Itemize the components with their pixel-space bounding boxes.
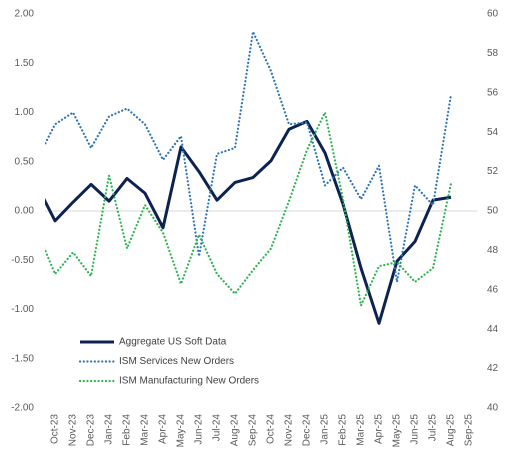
y-tick-label: 1.50: [15, 58, 35, 69]
x-tick-label: May-25: [392, 414, 403, 448]
y2-tick-label: 60: [487, 9, 499, 20]
series-line: [45, 111, 453, 307]
y-tick-label: 2.00: [15, 9, 35, 20]
x-tick-label: Jun-25: [410, 414, 421, 445]
x-tick-label: Apr-24: [158, 414, 169, 444]
legend: Aggregate US Soft Data ISM Services New O…: [78, 337, 259, 387]
y2-tick-label: 44: [487, 324, 499, 335]
x-tick-label: Jul-24: [212, 414, 223, 442]
x-tick-label: Aug-25: [446, 414, 457, 447]
x-tick-label: Apr-25: [374, 414, 385, 444]
x-tick-label: Jun-24: [194, 414, 205, 445]
x-tick-label: Mar-24: [140, 414, 151, 446]
x-tick-label: Jan-24: [104, 414, 115, 445]
y2-tick-label: 40: [487, 403, 499, 414]
x-tick-label: Sep-24: [248, 414, 259, 447]
x-tick-label: Oct-24: [266, 414, 277, 444]
y-tick-label: 0.00: [15, 206, 35, 217]
x-tick-label: Sep-25: [464, 414, 475, 447]
x-tick-label: Nov-24: [284, 414, 295, 447]
y2-tick-label: 56: [487, 87, 499, 98]
legend-label: ISM Services New Orders: [119, 356, 234, 367]
y-tick-label: -1.00: [11, 304, 34, 315]
y2-tick-label: 54: [487, 127, 499, 138]
series-line: [45, 30, 453, 284]
y-tick-label: 1.00: [15, 107, 35, 118]
y2-tick-label: 50: [487, 206, 499, 217]
x-tick-label: Feb-24: [122, 414, 133, 446]
x-tick-label: Feb-25: [338, 414, 349, 446]
x-tick-label: Mar-25: [356, 414, 367, 446]
legend-label: Aggregate US Soft Data: [119, 337, 227, 348]
x-tick-label: Jul-25: [428, 414, 439, 442]
x-tick-label: Dec-24: [302, 414, 313, 447]
y-tick-label: -0.50: [11, 255, 34, 266]
y2-tick-label: 48: [487, 245, 499, 256]
x-tick-label: Oct-23: [50, 414, 61, 444]
y-tick-label: 0.50: [15, 156, 35, 167]
x-tick-label: Nov-23: [68, 414, 79, 447]
plot-area: [45, 30, 453, 325]
y-tick-label: -1.50: [11, 353, 34, 364]
y2-tick-label: 52: [487, 166, 499, 177]
x-tick-label: Jan-25: [320, 414, 331, 445]
y2-tick-label: 58: [487, 48, 499, 59]
y-tick-label: -2.00: [11, 403, 34, 414]
series-line: [45, 119, 452, 325]
x-tick-label: Dec-23: [86, 414, 97, 447]
y2-tick-label: 46: [487, 284, 499, 295]
x-tick-label: Aug-24: [230, 414, 241, 447]
y2-tick-label: 42: [487, 363, 499, 374]
x-tick-label: May-24: [176, 414, 187, 448]
legend-label: ISM Manufacturing New Orders: [119, 376, 259, 387]
